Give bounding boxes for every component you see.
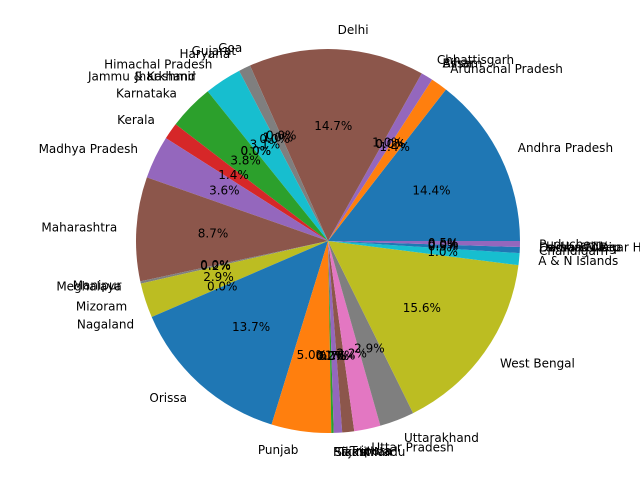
category-label-uttar-pradesh: Uttar Pradesh	[371, 441, 453, 455]
pie-slices	[135, 49, 520, 433]
category-label-tripura: Tripura	[349, 444, 391, 458]
category-label-dadra-and-nagar-haveli: Dadra & Nagar Haveli	[539, 241, 640, 255]
percent-label-goa: 0.0%	[266, 129, 297, 143]
category-label-assam: Assam	[443, 57, 483, 71]
slice-tripura	[328, 241, 355, 433]
slice-a-and-n-islands	[328, 241, 520, 266]
category-label-lakshadweep: Lakshadweep	[539, 241, 621, 255]
percent-label-maharashtra: 8.7%	[198, 227, 229, 241]
category-label-uttarakhand: Uttarakhand	[404, 431, 479, 445]
percent-label-nagaland: 0.0%	[207, 280, 238, 294]
category-label-gujarat: Gujarat	[192, 44, 237, 58]
percent-label-west-bengal: 15.6%	[403, 301, 441, 315]
category-label-rajasthan: Rajasthan	[333, 445, 393, 459]
percent-label-dadra-and-nagar-haveli: 0.0%	[428, 238, 459, 252]
slice-maharashtra	[135, 177, 328, 282]
percent-label-gujarat: 1.0%	[263, 130, 294, 144]
slice-rajasthan	[328, 241, 334, 433]
category-labels: Andhra Pradesh Arunachal PradeshAssamBiha…	[39, 23, 640, 459]
category-label-meghalaya: Meghalaya	[56, 280, 121, 294]
percent-label-uttar-pradesh: 2.2%	[336, 347, 367, 361]
category-label-jharkhand: Jharkhand	[134, 69, 196, 83]
category-label-tamil-nadu: Tamil Nadu	[338, 445, 405, 459]
percent-label-orissa: 13.7%	[232, 320, 270, 334]
category-label-puducherry: Puducherry	[539, 237, 607, 251]
category-label-chhattisgarh: Chhattisgarh	[437, 53, 514, 67]
category-label-andhra-pradesh: Andhra Pradesh	[518, 141, 613, 155]
percent-label-sikkim: 0.0%	[316, 349, 347, 363]
percent-label-himachal-pradesh: 3.1%	[250, 138, 281, 152]
category-label-manipur: Manipur	[73, 278, 122, 292]
slice-arunachal-pradesh	[328, 79, 446, 241]
slice-uttarakhand	[328, 241, 414, 426]
slice-punjab	[271, 241, 332, 433]
percent-label-delhi: 14.7%	[314, 119, 352, 133]
category-label-west-bengal: West Bengal	[500, 357, 575, 371]
slice-west-bengal	[328, 241, 519, 414]
percent-label-punjab: 5.0%	[297, 348, 328, 362]
percent-label-jharkhand: 0.0%	[241, 144, 272, 158]
slice-uttar-pradesh	[328, 241, 381, 432]
percent-label-puducherry: 0.5%	[428, 236, 459, 250]
percent-label-a-and-n-islands: 1.0%	[427, 245, 458, 259]
percent-label-uttarakhand: 2.9%	[354, 341, 385, 355]
category-label-jammu-and-kashmir: Jammu & Kashmir	[87, 69, 196, 83]
category-label-a-and-n-islands: A & N Islands	[538, 254, 618, 268]
percent-label-chhattisgarh: 1.0%	[372, 135, 403, 149]
category-label-maharashtra: Maharashtra	[41, 221, 117, 235]
category-label-delhi: Delhi	[338, 23, 369, 37]
percent-label-bihar: 0.0%	[375, 137, 406, 151]
percent-label-lakshadweep: 0.0%	[428, 238, 459, 252]
slice-himachal-pradesh	[207, 70, 328, 241]
slice-madhya-pradesh	[146, 138, 328, 241]
slice-kerala	[165, 124, 328, 241]
slice-chhattisgarh	[328, 73, 433, 241]
category-label-nagaland: Nagaland	[77, 318, 134, 332]
slice-andhra-pradesh	[328, 89, 520, 242]
category-label-haryana: Haryana	[179, 47, 230, 61]
slice-orissa	[151, 241, 328, 425]
slice-delhi	[249, 49, 422, 241]
percent-label-meghalaya: 0.2%	[200, 259, 231, 273]
percent-label-tamil-nadu: 0.7%	[319, 349, 350, 363]
category-label-orissa: Orissa	[149, 391, 187, 405]
category-label-chandigarh: Chandigarh	[539, 244, 608, 258]
percent-label-karnataka: 3.8%	[230, 154, 261, 168]
slice-chandigarh	[328, 241, 520, 254]
percent-labels: 14.4%1.4%0.0%0.0%1.0%14.7%0.0%1.0%0.0%3.…	[198, 119, 459, 363]
percent-label-arunachal-pradesh: 1.4%	[379, 140, 410, 154]
category-label-karnataka: Karnataka	[116, 86, 177, 100]
category-label-sikkim: Sikkim	[334, 445, 374, 459]
percent-label-daman-and-diu: 0.0%	[428, 238, 459, 252]
slice-gujarat	[239, 65, 328, 242]
category-label-arunachal-pradesh: Arunachal Pradesh	[450, 62, 563, 76]
percent-label-assam: 0.0%	[375, 137, 406, 151]
category-label-mizoram: Mizoram	[76, 300, 127, 314]
percent-label-andhra-pradesh: 14.4%	[412, 183, 450, 197]
slice-meghalaya	[140, 241, 328, 284]
percent-label-rajasthan: 0.2%	[315, 349, 346, 363]
category-label-madhya-pradesh: Madhya Pradesh	[39, 142, 138, 156]
category-label-punjab: Punjab	[258, 443, 299, 457]
category-label-goa: Goa	[218, 41, 242, 55]
category-label-daman-and-diu: Daman & Diu	[539, 241, 619, 255]
percent-label-mizoram: 2.9%	[203, 270, 234, 284]
category-label-bihar: Bihar	[443, 57, 475, 71]
percent-label-jammu-and-kashmir: 0.0%	[241, 144, 272, 158]
slice-karnataka	[175, 91, 328, 241]
slice-puducherry	[328, 241, 520, 248]
category-label-kerala: Kerala	[117, 113, 155, 127]
percent-label-chandigarh: 0.5%	[428, 239, 459, 253]
percent-label-kerala: 1.4%	[218, 168, 249, 182]
percent-label-madhya-pradesh: 3.6%	[209, 184, 240, 198]
percent-label-haryana: 0.0%	[259, 132, 290, 146]
slice-tamil-nadu	[328, 241, 343, 433]
category-label-himachal-pradesh: Himachal Pradesh	[104, 57, 212, 71]
slice-mizoram	[140, 241, 328, 318]
percent-label-tripura: 1.0%	[325, 349, 356, 363]
percent-label-manipur: 0.0%	[200, 258, 231, 272]
